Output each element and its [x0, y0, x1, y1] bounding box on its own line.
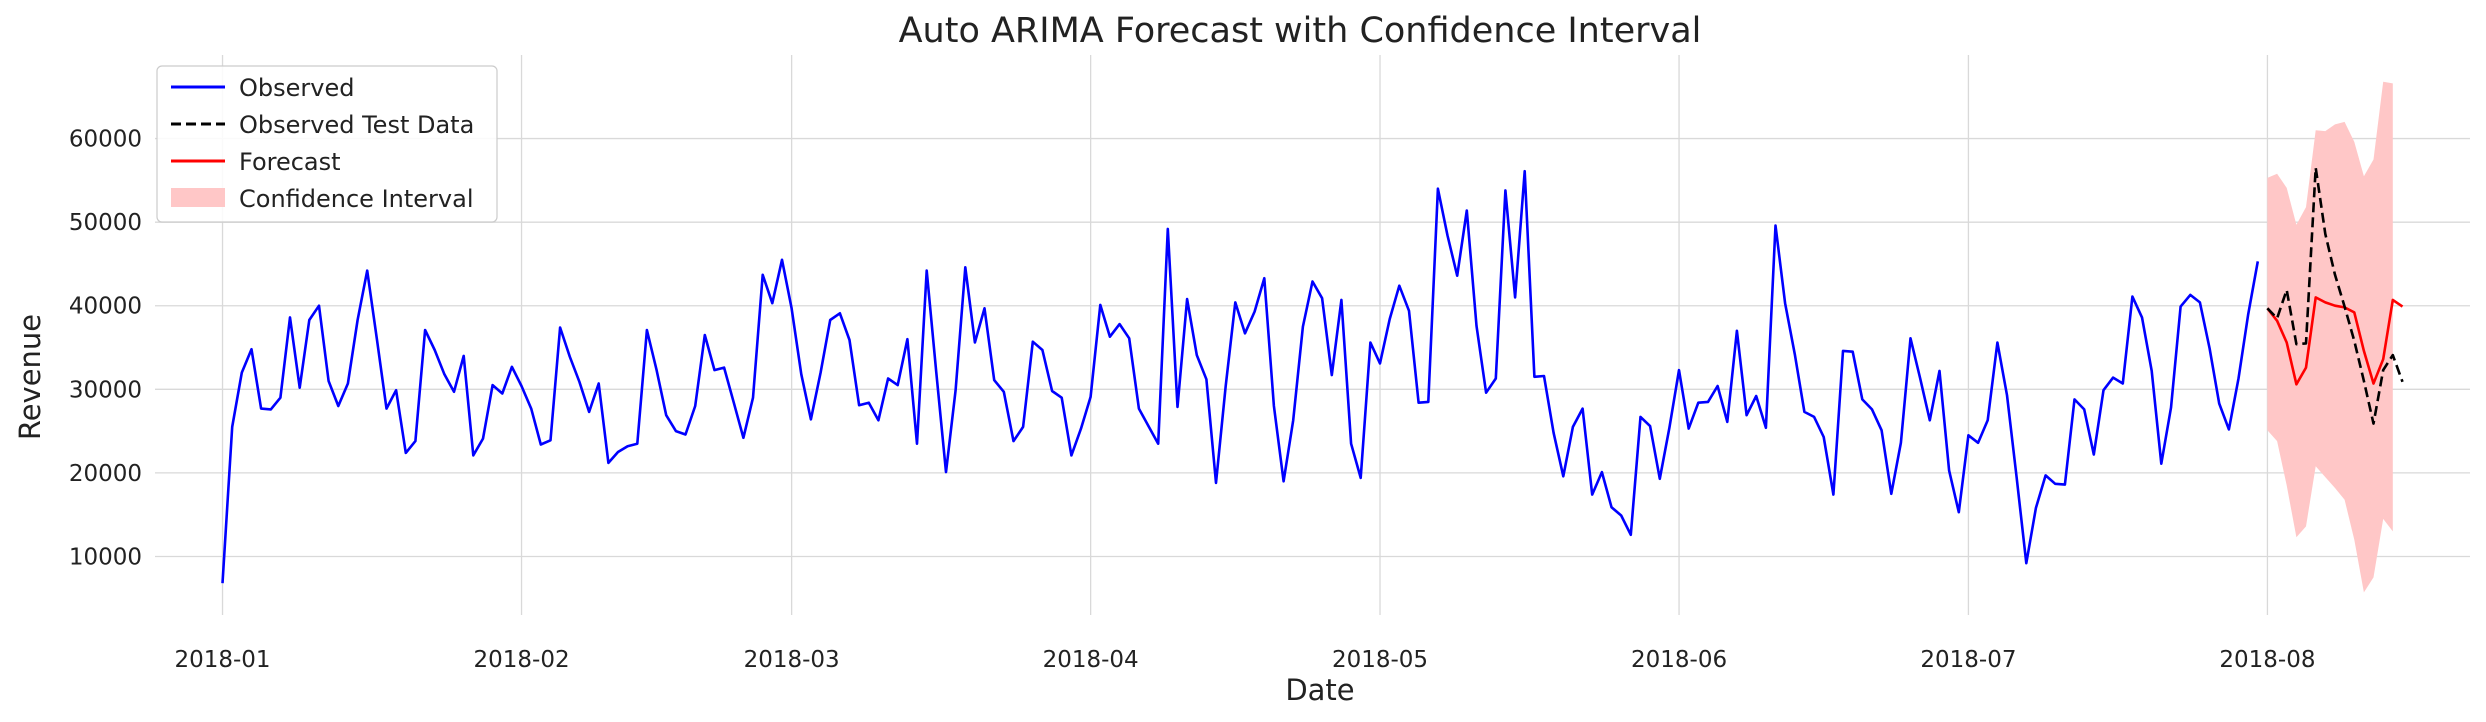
confidence-band-layer: [2267, 81, 2393, 593]
x-axis-label: Date: [1285, 673, 1354, 707]
forecast-series-line: [2266, 296, 2404, 386]
y-tick-label: 10000: [69, 544, 142, 570]
y-tick-label: 60000: [69, 127, 142, 153]
x-tick-label: 2018-01: [174, 647, 270, 673]
x-tick-label: 2018-04: [1043, 647, 1139, 673]
x-tick-label: 2018-03: [744, 647, 840, 673]
series-lines: [221, 166, 2404, 584]
legend-label-observed: Observed: [239, 74, 354, 102]
x-tick-label: 2018-05: [1332, 647, 1428, 673]
y-tick-label: 40000: [69, 294, 142, 320]
legend-label-test: Observed Test Data: [239, 111, 474, 139]
y-tick-label: 30000: [69, 377, 142, 403]
legend: Observed Observed Test Data Forecast Con…: [156, 65, 498, 223]
x-tick-label: 2018-07: [1920, 647, 2016, 673]
observed-series-line: [221, 169, 2260, 584]
y-tick-label: 50000: [69, 210, 142, 236]
legend-label-interval: Confidence Interval: [239, 185, 473, 213]
y-tick-label: 20000: [69, 461, 142, 487]
legend-frame: [156, 65, 498, 223]
x-tick-label: 2018-08: [2219, 647, 2315, 673]
observed-test-series-line: [2266, 166, 2404, 425]
confidence-interval-band: [2267, 81, 2393, 593]
legend-swatch-interval: [171, 188, 225, 207]
y-axis-label: Revenue: [13, 314, 47, 440]
tick-labels: 10000 20000 30000 40000 50000 60000 2018-01 201…: [69, 127, 2316, 673]
x-tick-label: 2018-02: [473, 647, 569, 673]
chart-title: Auto ARIMA Forecast with Confidence Inte…: [899, 11, 1702, 51]
legend-label-forecast: Forecast: [239, 148, 341, 176]
x-tick-label: 2018-06: [1631, 647, 1727, 673]
grid-lines: [155, 55, 2470, 615]
